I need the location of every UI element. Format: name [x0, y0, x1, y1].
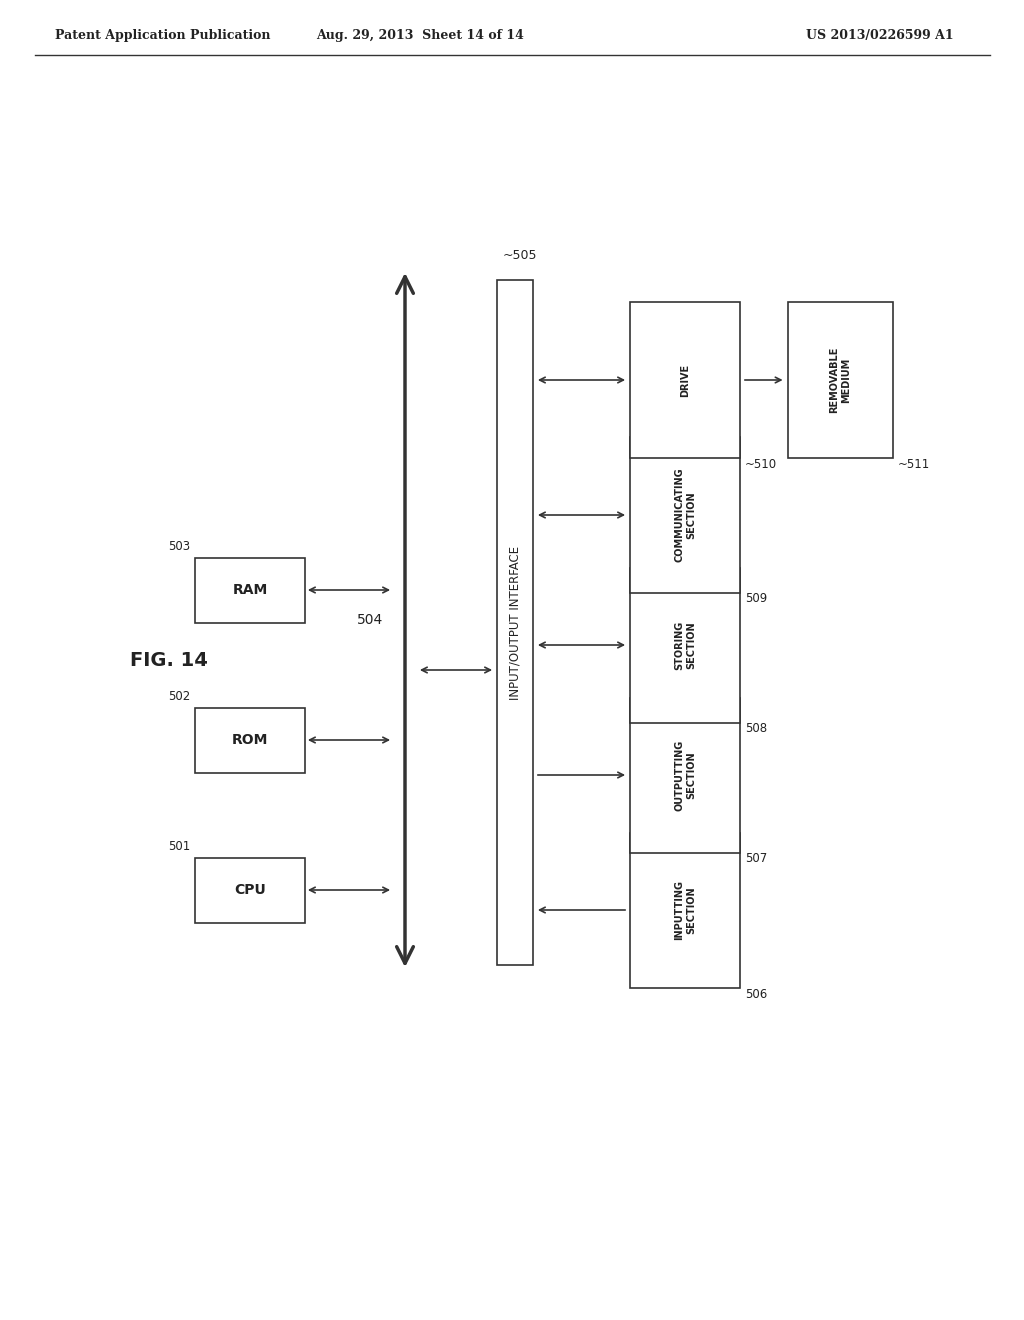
- Text: 507: 507: [745, 853, 767, 866]
- FancyBboxPatch shape: [630, 697, 740, 853]
- Text: 503: 503: [168, 540, 190, 553]
- FancyBboxPatch shape: [195, 557, 305, 623]
- Text: Aug. 29, 2013  Sheet 14 of 14: Aug. 29, 2013 Sheet 14 of 14: [316, 29, 524, 41]
- Text: ~511: ~511: [897, 458, 930, 470]
- FancyBboxPatch shape: [195, 858, 305, 923]
- FancyBboxPatch shape: [497, 280, 534, 965]
- Text: US 2013/0226599 A1: US 2013/0226599 A1: [806, 29, 953, 41]
- FancyBboxPatch shape: [630, 437, 740, 593]
- Text: 508: 508: [745, 722, 767, 735]
- Text: 501: 501: [168, 840, 190, 853]
- Text: COMMUNICATING
SECTION: COMMUNICATING SECTION: [674, 467, 695, 562]
- Text: CPU: CPU: [234, 883, 266, 898]
- Text: OUTPUTTING
SECTION: OUTPUTTING SECTION: [674, 739, 695, 810]
- Text: 506: 506: [745, 987, 767, 1001]
- Text: ROM: ROM: [231, 733, 268, 747]
- Text: STORING
SECTION: STORING SECTION: [674, 620, 695, 669]
- Text: 509: 509: [745, 593, 767, 606]
- Text: REMOVABLE
MEDIUM: REMOVABLE MEDIUM: [829, 347, 851, 413]
- Text: DRIVE: DRIVE: [680, 363, 690, 396]
- Text: INPUTTING
SECTION: INPUTTING SECTION: [674, 880, 695, 940]
- Text: RAM: RAM: [232, 583, 267, 597]
- Text: INPUT/OUTPUT INTERFACE: INPUT/OUTPUT INTERFACE: [509, 545, 521, 700]
- Text: 502: 502: [168, 689, 190, 702]
- Text: ~505: ~505: [503, 249, 538, 261]
- Text: ~510: ~510: [745, 458, 777, 470]
- Text: 504: 504: [356, 612, 383, 627]
- FancyBboxPatch shape: [787, 302, 893, 458]
- FancyBboxPatch shape: [630, 568, 740, 722]
- FancyBboxPatch shape: [630, 302, 740, 458]
- Text: FIG. 14: FIG. 14: [130, 651, 208, 669]
- FancyBboxPatch shape: [630, 833, 740, 987]
- FancyBboxPatch shape: [195, 708, 305, 772]
- Text: Patent Application Publication: Patent Application Publication: [55, 29, 270, 41]
